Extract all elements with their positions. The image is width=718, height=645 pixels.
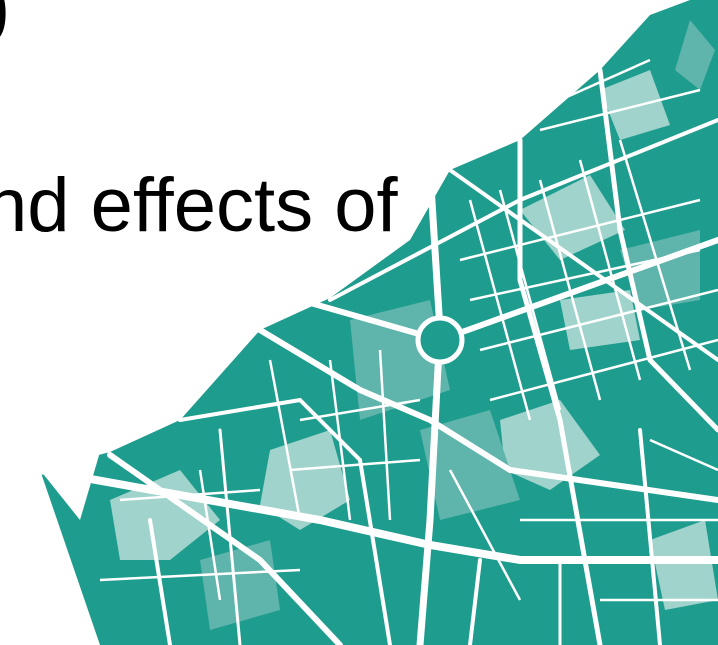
street bbox=[178, 397, 392, 645]
title-fragment-top: p bbox=[0, 0, 30, 68]
roundabout bbox=[415, 315, 465, 365]
street bbox=[416, 166, 444, 645]
street bbox=[257, 327, 718, 503]
block-light bbox=[500, 400, 600, 490]
block-light bbox=[650, 520, 718, 610]
block-light bbox=[260, 430, 350, 530]
street bbox=[218, 428, 242, 645]
street bbox=[517, 137, 603, 645]
block-light bbox=[110, 470, 220, 560]
street bbox=[468, 558, 482, 645]
street bbox=[597, 67, 718, 433]
block-mid bbox=[675, 20, 715, 90]
street bbox=[638, 428, 662, 645]
slide-title-line: nd effects of bbox=[0, 163, 398, 248]
street bbox=[107, 452, 343, 645]
street bbox=[448, 168, 718, 362]
block-mid bbox=[420, 410, 520, 520]
street bbox=[328, 118, 718, 302]
street bbox=[148, 518, 172, 645]
